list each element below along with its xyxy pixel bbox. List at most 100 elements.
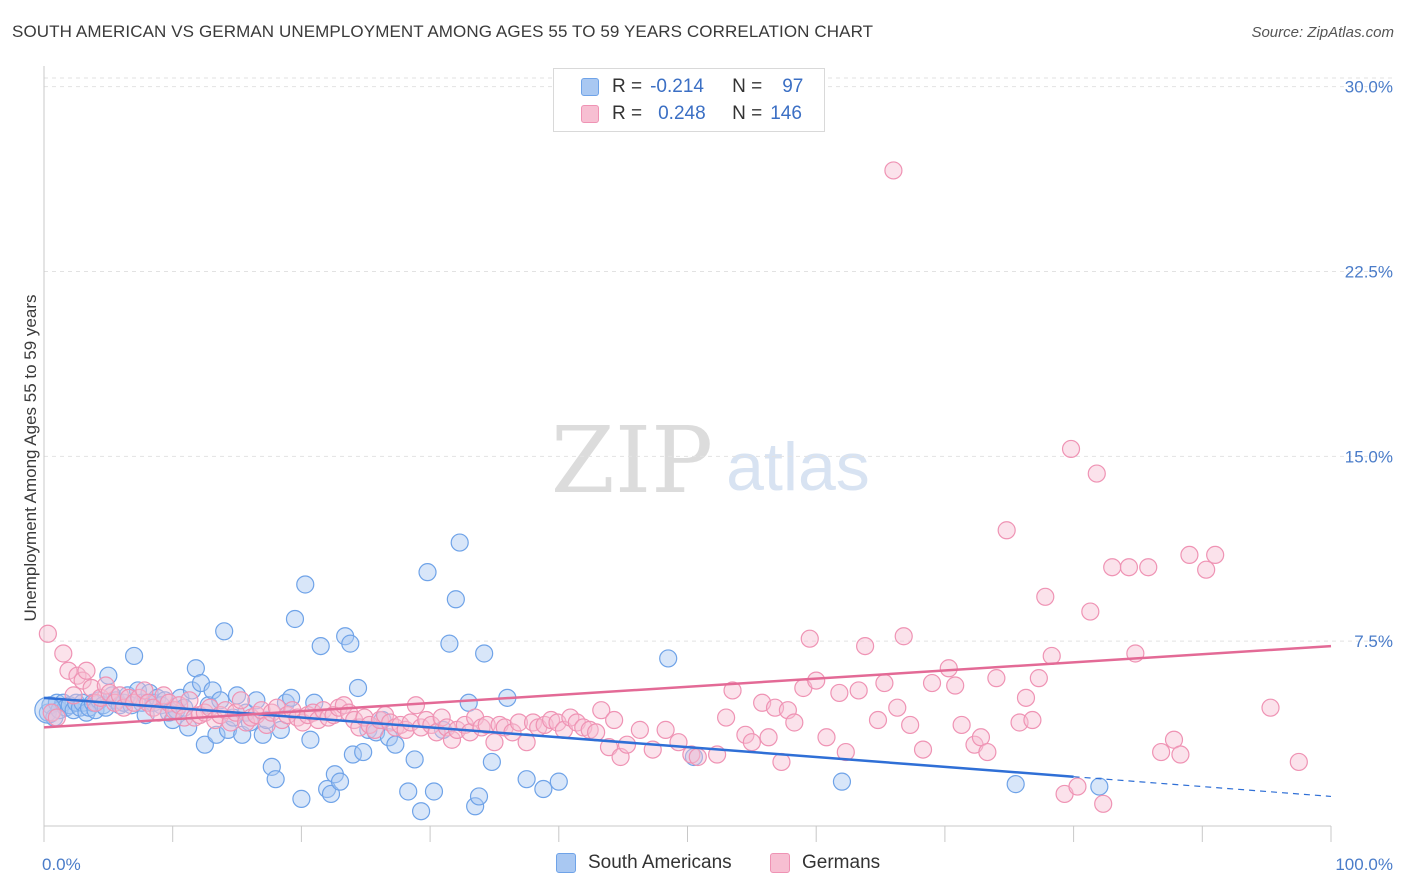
german-point bbox=[630, 720, 649, 739]
german-point bbox=[432, 708, 451, 727]
legend-r-label: R = bbox=[612, 103, 643, 124]
south-american-point bbox=[549, 772, 568, 791]
german-point bbox=[124, 693, 144, 712]
south-american-point bbox=[440, 634, 459, 653]
german-point bbox=[1261, 698, 1280, 717]
german-point bbox=[807, 671, 826, 690]
german-point bbox=[1081, 602, 1100, 621]
german-point bbox=[894, 627, 913, 646]
legend-item-south: South Americans bbox=[556, 852, 732, 874]
german-point bbox=[817, 728, 836, 747]
legend-swatch-south bbox=[581, 78, 599, 96]
german-point bbox=[830, 683, 849, 703]
south-american-trendline-extension bbox=[1073, 776, 1332, 798]
south-american-point bbox=[517, 770, 536, 789]
german-point bbox=[759, 728, 778, 747]
german-point bbox=[939, 659, 958, 678]
south-american-point bbox=[124, 646, 144, 666]
german-point bbox=[1119, 558, 1139, 577]
german-point bbox=[836, 742, 855, 762]
german-point bbox=[1023, 710, 1042, 730]
german-point bbox=[717, 708, 736, 727]
south-american-point bbox=[534, 779, 553, 799]
south-american-point bbox=[450, 533, 469, 552]
german-point bbox=[617, 735, 637, 754]
correlation-legend: R = -0.214 N = 97 R = 0.248 N = 146 bbox=[553, 68, 825, 132]
south-american-point bbox=[411, 802, 431, 821]
legend-german-r: 0.248 bbox=[658, 103, 706, 124]
german-point bbox=[592, 701, 611, 720]
german-point bbox=[442, 730, 462, 749]
german-point bbox=[952, 715, 971, 735]
german-point bbox=[231, 691, 251, 710]
german-point bbox=[221, 713, 240, 732]
south-american-point bbox=[330, 772, 350, 791]
south-american-point bbox=[211, 691, 230, 710]
x-tick-label: 100.0% bbox=[1335, 855, 1393, 874]
german-point bbox=[54, 644, 73, 663]
german-point bbox=[669, 733, 688, 752]
german-point bbox=[587, 723, 606, 742]
south-american-point bbox=[354, 742, 373, 762]
south-american-point bbox=[386, 735, 405, 754]
german-point bbox=[1094, 794, 1113, 813]
german-point bbox=[1087, 464, 1106, 483]
german-point bbox=[913, 740, 933, 759]
german-point bbox=[868, 710, 888, 730]
y-tick-label: 7.5% bbox=[1354, 632, 1393, 651]
german-point bbox=[888, 698, 907, 717]
south-american-point bbox=[399, 782, 418, 801]
german-point bbox=[47, 708, 66, 727]
south-american-point bbox=[215, 622, 234, 641]
german-point bbox=[180, 691, 199, 710]
south-american-point bbox=[379, 728, 399, 747]
south-american-point bbox=[418, 563, 437, 582]
south-american-point bbox=[832, 772, 852, 791]
legend-german-n: 146 bbox=[770, 103, 802, 124]
legend-south-n: 97 bbox=[782, 76, 804, 97]
german-point bbox=[477, 715, 496, 735]
legend-row-german: R = 0.248 N = 146 bbox=[612, 101, 802, 127]
german-trendline bbox=[43, 644, 1332, 729]
legend-n-label: N = bbox=[732, 103, 763, 124]
german-point bbox=[901, 715, 920, 735]
german-point bbox=[856, 636, 875, 656]
german-point bbox=[997, 521, 1016, 540]
south-american-point bbox=[203, 681, 222, 700]
chart-title: SOUTH AMERICAN VS GERMAN UNEMPLOYMENT AM… bbox=[12, 22, 874, 41]
german-point bbox=[417, 710, 436, 730]
legend-item-german: Germans bbox=[770, 852, 880, 874]
german-point bbox=[875, 673, 894, 693]
y-tick-label: 22.5% bbox=[1345, 262, 1393, 281]
y-tick-label: 30.0% bbox=[1345, 78, 1393, 97]
legend-south-r: -0.214 bbox=[650, 76, 704, 97]
legend-swatch-south-bottom bbox=[556, 853, 576, 873]
german-point bbox=[523, 713, 543, 732]
legend-swatch-german bbox=[581, 105, 599, 123]
german-point bbox=[1171, 745, 1190, 764]
watermark-atlas: atlas bbox=[726, 429, 870, 505]
german-point bbox=[785, 713, 804, 732]
german-point bbox=[1103, 558, 1122, 577]
south-american-point bbox=[469, 787, 489, 806]
german-point bbox=[736, 725, 755, 744]
legend-row-south: R = -0.214 N = 97 bbox=[612, 74, 803, 100]
south-american-point bbox=[285, 609, 305, 629]
german-point bbox=[656, 720, 675, 739]
german-point bbox=[946, 676, 965, 695]
legend-label-south: South Americans bbox=[588, 852, 732, 873]
german-point bbox=[1068, 777, 1087, 796]
german-point bbox=[77, 661, 96, 680]
german-point bbox=[38, 624, 57, 643]
german-point bbox=[1139, 558, 1158, 577]
x-tick-label: 0.0% bbox=[42, 855, 81, 874]
south-american-point bbox=[301, 730, 320, 749]
german-point bbox=[1029, 669, 1048, 688]
south-american-point bbox=[424, 782, 444, 801]
y-tick-label: 15.0% bbox=[1345, 447, 1393, 466]
south-american-point bbox=[321, 784, 341, 804]
south-american-point bbox=[341, 634, 360, 653]
german-point bbox=[987, 669, 1006, 688]
german-point bbox=[1061, 439, 1081, 459]
german-point bbox=[365, 720, 384, 739]
